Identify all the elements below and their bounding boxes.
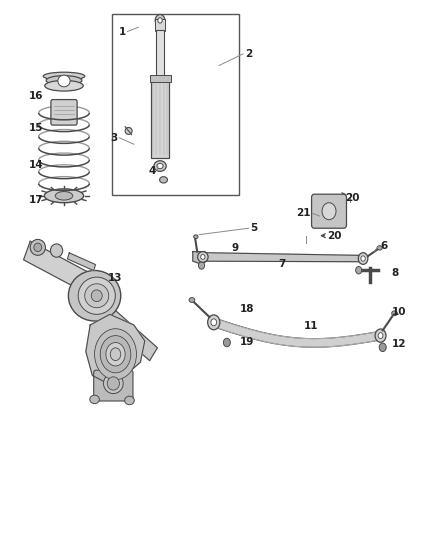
Text: 1: 1: [119, 27, 127, 37]
Ellipse shape: [125, 396, 134, 405]
Text: 10: 10: [392, 306, 406, 317]
Bar: [155, 19, 165, 31]
Circle shape: [356, 266, 362, 274]
Ellipse shape: [392, 311, 397, 316]
Ellipse shape: [91, 290, 102, 302]
Ellipse shape: [378, 333, 383, 338]
Polygon shape: [24, 241, 100, 297]
Ellipse shape: [85, 284, 109, 308]
Text: 8: 8: [392, 268, 399, 278]
Ellipse shape: [375, 329, 386, 342]
Bar: [150, 75, 170, 82]
Ellipse shape: [358, 253, 368, 264]
Text: 7: 7: [279, 259, 286, 269]
Bar: [156, 30, 164, 78]
Polygon shape: [67, 253, 95, 271]
Ellipse shape: [208, 315, 220, 330]
Ellipse shape: [159, 176, 167, 183]
Ellipse shape: [90, 395, 99, 403]
Ellipse shape: [201, 255, 205, 260]
Ellipse shape: [68, 270, 121, 321]
Polygon shape: [93, 297, 157, 361]
Ellipse shape: [361, 256, 365, 261]
Text: 15: 15: [29, 123, 43, 133]
Ellipse shape: [377, 246, 382, 250]
Text: 2: 2: [245, 49, 252, 59]
Text: 11: 11: [304, 321, 318, 331]
Ellipse shape: [34, 243, 42, 252]
Circle shape: [110, 348, 121, 361]
Circle shape: [95, 329, 137, 379]
Ellipse shape: [211, 319, 217, 326]
Circle shape: [223, 338, 230, 347]
Circle shape: [100, 336, 131, 373]
Bar: [112, 14, 239, 195]
Ellipse shape: [194, 235, 198, 239]
FancyBboxPatch shape: [94, 370, 133, 401]
Text: 16: 16: [29, 91, 43, 101]
Circle shape: [379, 343, 386, 352]
Ellipse shape: [125, 127, 132, 134]
Polygon shape: [204, 253, 359, 262]
Text: 3: 3: [110, 133, 118, 143]
Ellipse shape: [45, 80, 83, 91]
Ellipse shape: [50, 244, 63, 257]
FancyBboxPatch shape: [311, 194, 346, 228]
Ellipse shape: [78, 277, 115, 314]
Ellipse shape: [103, 373, 123, 393]
Polygon shape: [193, 252, 206, 264]
Circle shape: [322, 203, 336, 220]
Text: 20: 20: [346, 193, 360, 204]
Ellipse shape: [46, 76, 82, 85]
FancyBboxPatch shape: [51, 100, 77, 125]
Ellipse shape: [198, 252, 208, 262]
Ellipse shape: [155, 14, 165, 26]
Text: 14: 14: [29, 160, 43, 171]
Text: 21: 21: [296, 208, 311, 219]
Ellipse shape: [157, 164, 163, 168]
Ellipse shape: [189, 297, 195, 302]
Text: 13: 13: [108, 273, 122, 283]
Text: 17: 17: [29, 195, 43, 205]
Ellipse shape: [154, 161, 166, 171]
Ellipse shape: [58, 75, 70, 87]
Text: 12: 12: [392, 338, 406, 349]
Ellipse shape: [107, 377, 120, 390]
Ellipse shape: [158, 18, 162, 23]
Ellipse shape: [55, 191, 73, 200]
Ellipse shape: [30, 239, 46, 255]
Circle shape: [198, 262, 205, 269]
Ellipse shape: [44, 189, 84, 203]
Text: 6: 6: [381, 241, 388, 251]
Text: 18: 18: [240, 304, 254, 314]
Bar: [151, 78, 169, 158]
Ellipse shape: [43, 72, 85, 80]
Text: 20: 20: [327, 231, 342, 241]
Circle shape: [106, 343, 125, 366]
Polygon shape: [86, 314, 145, 383]
Text: 4: 4: [148, 166, 155, 176]
Text: 5: 5: [251, 223, 258, 233]
Text: 19: 19: [240, 337, 254, 347]
Text: 9: 9: [231, 243, 238, 253]
